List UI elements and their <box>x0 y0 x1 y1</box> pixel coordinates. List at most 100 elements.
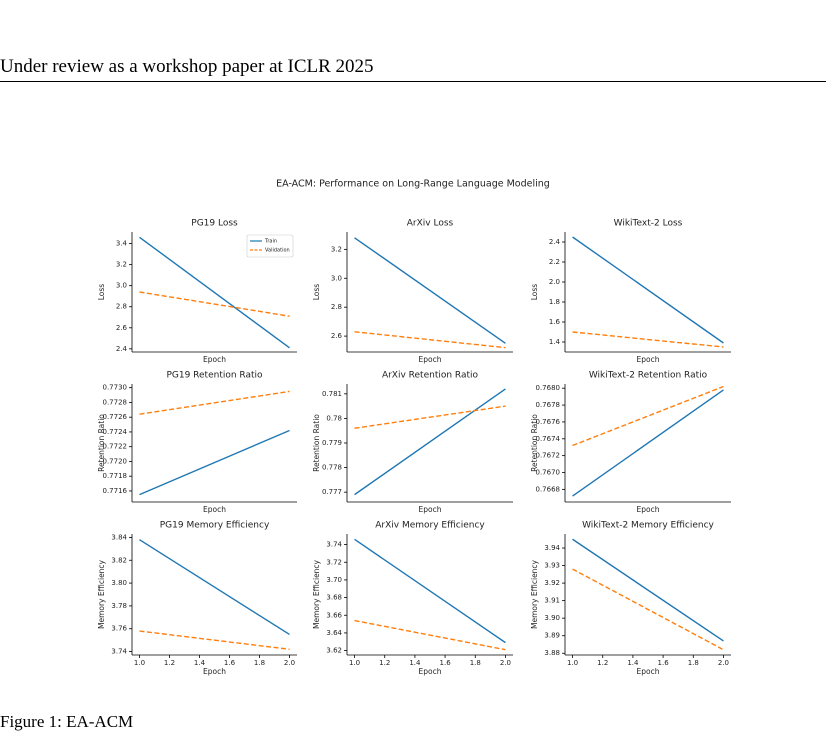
chart-title: WikiText-2 Retention Ratio <box>589 371 708 381</box>
series-line <box>572 568 724 651</box>
series-line <box>139 291 290 317</box>
chart-title: WikiText-2 Loss <box>614 219 683 229</box>
y-tick-label: 2.4 <box>116 345 128 353</box>
y-tick-label: 0.7728 <box>103 398 128 406</box>
y-tick-label: 2.8 <box>116 303 127 311</box>
y-tick-label: 1.8 <box>549 298 560 306</box>
x-tick-label: 1.6 <box>440 659 452 667</box>
y-tick-label: 0.777 <box>322 488 342 496</box>
chart-title: ArXiv Loss <box>407 219 454 229</box>
y-tick-label: 0.7720 <box>103 457 128 465</box>
running-header: Under review as a workshop paper at ICLR… <box>0 56 374 77</box>
chart-title: ArXiv Retention Ratio <box>382 371 479 381</box>
x-tick-label: 1.4 <box>409 659 421 667</box>
series-line <box>139 539 290 636</box>
y-axis-label: Retention Ratio <box>530 414 539 472</box>
x-tick-label: 1.8 <box>254 659 265 667</box>
legend-label: Train <box>264 239 277 245</box>
x-axis-label: Epoch <box>637 355 660 364</box>
chart-title: WikiText-2 Memory Efficiency <box>582 521 714 531</box>
x-tick-label: 1.0 <box>567 659 578 667</box>
y-axis-label: Memory Efficiency <box>530 559 539 629</box>
y-tick-label: 0.7668 <box>536 485 561 493</box>
y-tick-label: 0.7722 <box>103 443 128 451</box>
series-line <box>572 331 724 348</box>
x-tick-label: 1.4 <box>627 659 639 667</box>
y-tick-label: 0.778 <box>322 464 342 472</box>
y-tick-label: 1.4 <box>549 338 561 346</box>
series-line <box>354 405 506 429</box>
y-tick-label: 3.64 <box>326 629 342 637</box>
chart-title: PG19 Loss <box>191 219 238 229</box>
x-axis-label: Epoch <box>203 505 226 514</box>
y-tick-label: 0.7674 <box>536 435 561 443</box>
y-tick-label: 2.6 <box>116 324 128 332</box>
series-line <box>354 237 506 344</box>
x-tick-label: 1.6 <box>658 659 670 667</box>
y-tick-label: 2.4 <box>549 238 561 246</box>
y-axis-label: Loss <box>97 284 106 301</box>
y-tick-label: 3.2 <box>116 261 127 269</box>
x-axis-label: Epoch <box>419 667 442 676</box>
series-line <box>354 331 506 349</box>
y-tick-label: 3.88 <box>544 649 560 657</box>
y-axis-label: Loss <box>312 284 321 301</box>
y-tick-label: 0.7730 <box>103 384 128 392</box>
x-tick-label: 1.0 <box>349 659 360 667</box>
y-tick-label: 3.90 <box>544 614 560 622</box>
y-tick-label: 2.0 <box>549 278 560 286</box>
x-tick-label: 2.0 <box>284 659 295 667</box>
figure-caption: Figure 1: EA-ACM <box>0 712 134 731</box>
y-tick-label: 3.70 <box>326 576 342 584</box>
x-tick-label: 1.0 <box>134 659 145 667</box>
series-line <box>572 236 724 344</box>
y-axis-label: Retention Ratio <box>312 414 321 472</box>
y-tick-label: 3.78 <box>111 602 127 610</box>
y-tick-label: 3.74 <box>111 648 127 656</box>
y-tick-label: 0.7724 <box>103 428 128 436</box>
x-axis-label: Epoch <box>203 667 226 676</box>
y-tick-label: 0.7672 <box>536 452 561 460</box>
y-axis-label: Loss <box>530 284 539 301</box>
x-tick-label: 1.8 <box>470 659 481 667</box>
y-tick-label: 0.7680 <box>536 384 561 392</box>
x-tick-label: 1.2 <box>379 659 390 667</box>
y-tick-label: 3.0 <box>331 274 342 282</box>
series-line <box>354 538 506 644</box>
y-tick-label: 3.68 <box>326 594 342 602</box>
x-tick-label: 2.0 <box>500 659 511 667</box>
series-line <box>139 630 290 650</box>
x-tick-label: 1.8 <box>688 659 699 667</box>
y-tick-label: 3.0 <box>116 282 127 290</box>
series-line <box>572 538 724 642</box>
x-tick-label: 1.2 <box>164 659 175 667</box>
y-tick-label: 0.7726 <box>103 413 128 421</box>
y-tick-label: 0.78 <box>326 414 342 422</box>
y-tick-label: 0.7678 <box>536 401 561 409</box>
x-axis-label: Epoch <box>419 355 442 364</box>
header-rule <box>0 81 826 82</box>
y-tick-label: 0.781 <box>322 390 342 398</box>
chart-title: PG19 Memory Efficiency <box>160 521 270 531</box>
x-axis-label: Epoch <box>419 505 442 514</box>
y-tick-label: 3.91 <box>544 597 560 605</box>
chart-title: ArXiv Memory Efficiency <box>375 521 485 531</box>
legend-label: Validation <box>265 248 290 254</box>
series-line <box>139 429 290 496</box>
y-tick-label: 3.80 <box>111 579 127 587</box>
x-tick-label: 2.0 <box>718 659 729 667</box>
y-tick-label: 0.7676 <box>536 418 561 426</box>
series-line <box>354 619 506 651</box>
series-line <box>354 388 506 496</box>
x-axis-label: Epoch <box>637 667 660 676</box>
x-axis-label: Epoch <box>637 505 660 514</box>
y-tick-label: 2.6 <box>331 332 343 340</box>
y-tick-label: 3.62 <box>326 647 342 655</box>
y-tick-label: 3.92 <box>544 579 560 587</box>
y-tick-label: 3.2 <box>331 245 342 253</box>
series-line <box>139 390 290 415</box>
y-tick-label: 3.84 <box>111 533 127 541</box>
y-tick-label: 3.74 <box>326 541 342 549</box>
